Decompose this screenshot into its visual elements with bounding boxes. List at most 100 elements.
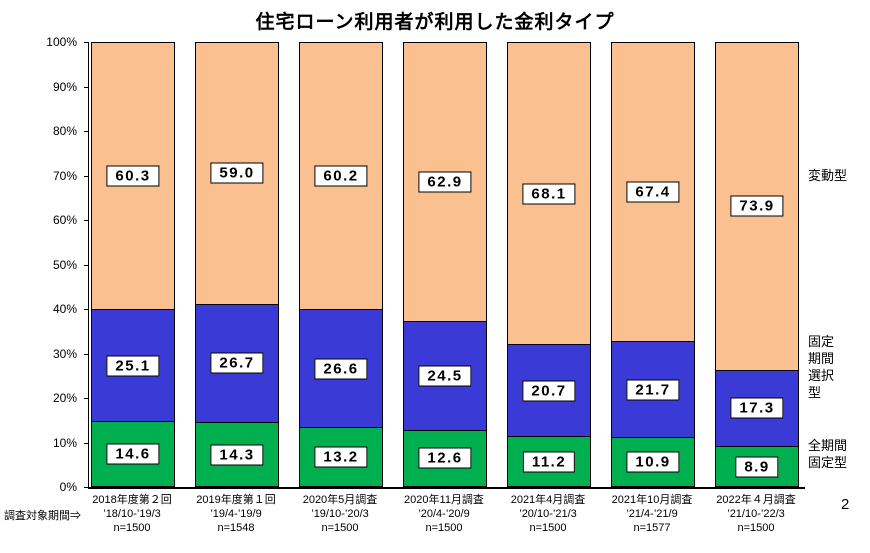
segment-固定期間選択型: 21.7 [611, 341, 695, 439]
y-tick-label: 90% [52, 79, 77, 94]
y-axis: 100% 90% 80% 70% 60% 50% 40% 30% 20% 10% 0% [36, 35, 88, 494]
data-label: 26.6 [314, 358, 368, 380]
data-label: 21.7 [626, 379, 680, 401]
data-label: 13.2 [314, 446, 368, 468]
x-label-line: ’20/10-’21/3 [519, 508, 577, 520]
segment-固定期間選択型: 26.6 [299, 309, 383, 429]
data-label: 17.3 [730, 397, 784, 419]
y-tick-label: 30% [52, 346, 77, 361]
y-tick-label: 10% [52, 435, 77, 450]
y-tick-label: 70% [52, 168, 77, 183]
bar-5: 68.1 20.7 11.2 [507, 42, 591, 487]
x-label-line: n=1500 [321, 522, 359, 534]
segment-変動型: 62.9 [403, 42, 487, 322]
data-label: 25.1 [106, 355, 160, 377]
x-label-line: 2020年11月調査 [404, 494, 484, 506]
segment-変動型: 60.2 [299, 42, 383, 310]
x-label-line: 2020年5月調査 [302, 494, 378, 506]
series-label-line: 選択 [808, 367, 835, 383]
segment-全期間固定型: 12.6 [403, 430, 487, 487]
x-label-1: 2018年度第２回 ’18/10-’19/3 n=1500 [90, 493, 174, 535]
y-tick-mark [84, 487, 88, 488]
segment-変動型: 73.9 [715, 42, 799, 371]
y-tick-mark [84, 86, 88, 88]
x-label-line: 2021年4月調査 [510, 494, 586, 506]
data-label: 60.3 [106, 165, 160, 187]
data-label: 14.3 [210, 444, 264, 466]
x-label-7: 2022年４月調査 ’21/10-’22/3 n=1500 [714, 493, 798, 535]
x-label-4: 2020年11月調査 ’20/4-’20/9 n=1500 [402, 493, 486, 535]
y-tick-label: 100% [46, 35, 77, 49]
data-label: 68.1 [522, 183, 576, 205]
chart-title: 住宅ローン利用者が利用した金利タイプ [255, 12, 615, 33]
data-label: 26.7 [210, 352, 264, 374]
x-label-line: ’21/10-’22/3 [727, 508, 785, 520]
x-label-line: 2019年度第１回 [196, 494, 276, 506]
x-axis-labels: 2018年度第２回 ’18/10-’19/3 n=1500 2019年度第１回 ’19/… [88, 493, 804, 535]
data-label: 60.2 [314, 165, 368, 187]
segment-固定期間選択型: 26.7 [195, 304, 279, 424]
segment-固定期間選択型: 20.7 [507, 345, 591, 438]
x-label-line: 2018年度第２回 [92, 494, 172, 506]
y-tick-label: 20% [52, 391, 77, 405]
segment-変動型: 60.3 [91, 42, 175, 311]
y-tick-mark [84, 175, 88, 177]
y-tick-label: 0% [59, 480, 77, 494]
data-label: 11.2 [522, 451, 576, 473]
segment-全期間固定型: 8.9 [715, 447, 799, 487]
series-label-全期間固定型: 全期間 固定型 [808, 437, 847, 471]
x-label-line: ’21/4-’21/9 [626, 508, 678, 520]
data-label: 10.9 [626, 451, 680, 473]
x-label-line: n=1500 [737, 522, 775, 534]
y-tick-mark [84, 398, 88, 399]
segment-全期間固定型: 10.9 [611, 438, 695, 487]
series-label-line: 固定型 [808, 454, 848, 470]
bar-2: 59.0 26.7 14.3 [195, 42, 279, 487]
data-label: 20.7 [522, 380, 576, 402]
y-tick-mark [84, 264, 88, 266]
series-label-line: 固定 [808, 333, 835, 349]
x-label-3: 2020年5月調査 ’19/10-’20/3 n=1500 [298, 493, 382, 535]
series-label-変動型: 変動型 [808, 167, 847, 184]
bar-4: 62.9 24.5 12.6 [403, 42, 487, 487]
survey-period-label: 調査対象期間⇒ [4, 510, 81, 522]
x-label-line: ’19/4-’19/9 [210, 508, 262, 520]
data-label: 62.9 [418, 171, 472, 193]
y-tick-label: 60% [52, 213, 77, 227]
x-label-line: ’19/10-’20/3 [311, 508, 369, 520]
series-label-line: 型 [808, 384, 822, 400]
data-label: 12.6 [418, 447, 472, 469]
x-label-line: ’20/4-’20/9 [418, 508, 470, 520]
segment-変動型: 59.0 [195, 42, 279, 305]
x-label-line: 2021年10月調査 [611, 494, 693, 506]
page-number: 2 [841, 496, 850, 513]
y-tick-mark [84, 131, 88, 132]
segment-変動型: 68.1 [507, 42, 591, 346]
y-tick-label: 50% [52, 257, 77, 272]
x-label-6: 2021年10月調査 ’21/4-’21/9 n=1577 [610, 493, 694, 535]
segment-固定期間選択型: 25.1 [91, 310, 175, 423]
data-label: 14.6 [106, 443, 160, 465]
x-label-line: n=1548 [217, 522, 255, 534]
x-label-5: 2021年4月調査 ’20/10-’21/3 n=1500 [506, 493, 590, 535]
bar-1: 60.3 25.1 14.6 [91, 42, 175, 487]
y-tick-mark [84, 309, 88, 310]
data-label: 67.4 [626, 181, 680, 203]
y-tick-mark [84, 442, 88, 444]
series-label-line: 全期間 [808, 437, 848, 453]
y-tick-mark [84, 353, 88, 355]
segment-固定期間選択型: 24.5 [403, 321, 487, 431]
segment-全期間固定型: 14.3 [195, 423, 279, 487]
y-tick-label: 40% [52, 302, 77, 316]
segment-全期間固定型: 14.6 [91, 422, 175, 487]
x-label-line: n=1500 [425, 522, 463, 534]
bar-7: 73.9 17.3 8.9 [715, 42, 799, 487]
x-label-line: 2022年４月調査 [716, 494, 796, 506]
segment-固定期間選択型: 17.3 [715, 370, 799, 448]
segment-変動型: 67.4 [611, 42, 695, 342]
y-tick-label: 80% [52, 124, 77, 138]
x-label-line: n=1577 [633, 522, 671, 534]
plot-area: 60.3 25.1 14.6 59.0 26.7 14.3 60.2 26.6 13.2 62.9… [88, 42, 805, 489]
segment-全期間固定型: 13.2 [299, 428, 383, 487]
